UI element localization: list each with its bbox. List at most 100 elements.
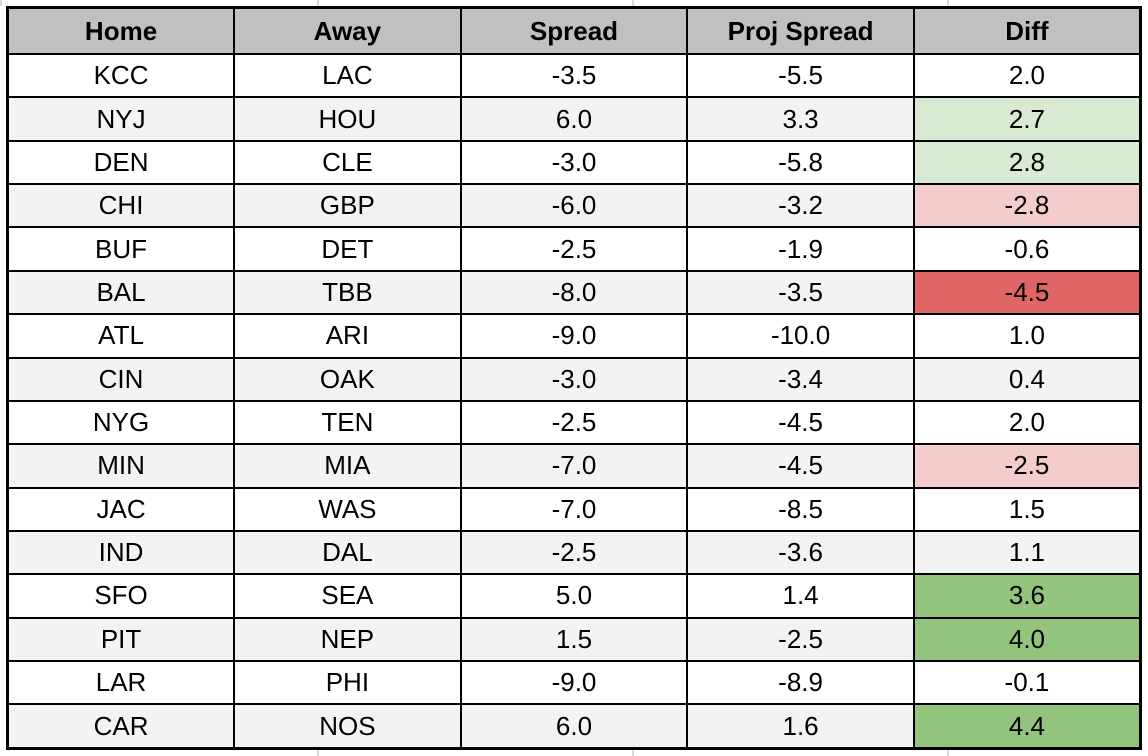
table-row: NYG TEN -2.5 -4.5 2.0 bbox=[6, 399, 1142, 446]
header-row: Home Away Spread Proj Spread Diff bbox=[6, 6, 1142, 55]
column-header-home: Home bbox=[6, 6, 236, 55]
spread-cell: -7.0 bbox=[459, 486, 689, 532]
proj_spread-cell: -5.5 bbox=[686, 52, 915, 99]
spread-cell: 1.5 bbox=[459, 616, 689, 663]
away-cell: HOU bbox=[233, 96, 462, 142]
home-cell: LAR bbox=[6, 660, 236, 706]
away-cell: DET bbox=[233, 226, 462, 272]
diff-cell: 4.0 bbox=[912, 616, 1142, 663]
gridline-tick bbox=[0, 0, 2, 6]
home-cell: IND bbox=[6, 529, 236, 576]
table-row: ATL ARI -9.0 -10.0 1.0 bbox=[6, 313, 1142, 359]
proj_spread-cell: -1.9 bbox=[686, 226, 915, 272]
diff-cell: -0.1 bbox=[912, 660, 1142, 706]
column-header-away: Away bbox=[233, 6, 462, 55]
away-cell: NOS bbox=[233, 703, 462, 750]
spread-cell: -2.5 bbox=[459, 399, 689, 446]
away-cell: OAK bbox=[233, 356, 462, 402]
proj_spread-cell: -3.4 bbox=[686, 356, 915, 402]
table-row: KCC LAC -3.5 -5.5 2.0 bbox=[6, 52, 1142, 99]
table-row: NYJ HOU 6.0 3.3 2.7 bbox=[6, 96, 1142, 142]
spread-cell: -9.0 bbox=[459, 313, 689, 359]
home-cell: CHI bbox=[6, 183, 236, 229]
spread-cell: 6.0 bbox=[459, 703, 689, 750]
spread-cell: -3.5 bbox=[459, 52, 689, 99]
spread-cell: -7.0 bbox=[459, 443, 689, 489]
table-row: BAL TBB -8.0 -3.5 -4.5 bbox=[6, 269, 1142, 316]
home-cell: BAL bbox=[6, 269, 236, 316]
home-cell: NYG bbox=[6, 399, 236, 446]
home-cell: CAR bbox=[6, 703, 236, 750]
proj_spread-cell: 1.6 bbox=[686, 703, 915, 750]
table-body: KCC LAC -3.5 -5.5 2.0 NYJ HOU 6.0 3.3 2.7 DEN CLE -3… bbox=[6, 52, 1142, 750]
diff-cell: 0.4 bbox=[912, 356, 1142, 402]
spread-cell: -3.0 bbox=[459, 356, 689, 402]
spread-cell: -3.0 bbox=[459, 139, 689, 186]
home-cell: NYJ bbox=[6, 96, 236, 142]
diff-cell: 2.8 bbox=[912, 139, 1142, 186]
away-cell: GBP bbox=[233, 183, 462, 229]
table-row: IND DAL -2.5 -3.6 1.1 bbox=[6, 529, 1142, 576]
diff-cell: 2.0 bbox=[912, 52, 1142, 99]
diff-cell: 2.0 bbox=[912, 399, 1142, 446]
diff-cell: -2.8 bbox=[912, 183, 1142, 229]
home-cell: KCC bbox=[6, 52, 236, 99]
table-row: PIT NEP 1.5 -2.5 4.0 bbox=[6, 616, 1142, 663]
table-header: Home Away Spread Proj Spread Diff bbox=[6, 6, 1142, 55]
away-cell: TBB bbox=[233, 269, 462, 316]
proj_spread-cell: -3.6 bbox=[686, 529, 915, 576]
table-row: CIN OAK -3.0 -3.4 0.4 bbox=[6, 356, 1142, 402]
proj_spread-cell: -10.0 bbox=[686, 313, 915, 359]
table-row: BUF DET -2.5 -1.9 -0.6 bbox=[6, 226, 1142, 272]
home-cell: SFO bbox=[6, 573, 236, 619]
home-cell: PIT bbox=[6, 616, 236, 663]
away-cell: LAC bbox=[233, 52, 462, 99]
proj_spread-cell: -5.8 bbox=[686, 139, 915, 186]
spread-cell: -9.0 bbox=[459, 660, 689, 706]
gridline-tick bbox=[317, 0, 319, 6]
diff-cell: 1.5 bbox=[912, 486, 1142, 532]
diff-cell: -0.6 bbox=[912, 226, 1142, 272]
diff-cell: -2.5 bbox=[912, 443, 1142, 489]
diff-cell: 4.4 bbox=[912, 703, 1142, 750]
proj_spread-cell: 3.3 bbox=[686, 96, 915, 142]
table-row: LAR PHI -9.0 -8.9 -0.1 bbox=[6, 660, 1142, 706]
table-row: DEN CLE -3.0 -5.8 2.8 bbox=[6, 139, 1142, 186]
home-cell: CIN bbox=[6, 356, 236, 402]
away-cell: PHI bbox=[233, 660, 462, 706]
spread-table: Home Away Spread Proj Spread Diff KCC LAC -3.5… bbox=[6, 6, 1142, 750]
spread-cell: -6.0 bbox=[459, 183, 689, 229]
column-header-diff: Diff bbox=[912, 6, 1142, 55]
diff-cell: 3.6 bbox=[912, 573, 1142, 619]
away-cell: TEN bbox=[233, 399, 462, 446]
column-header-proj_spread: Proj Spread bbox=[686, 6, 915, 55]
gridline-tick bbox=[632, 0, 634, 6]
proj_spread-cell: -3.2 bbox=[686, 183, 915, 229]
spread-cell: 6.0 bbox=[459, 96, 689, 142]
home-cell: BUF bbox=[6, 226, 236, 272]
away-cell: CLE bbox=[233, 139, 462, 186]
away-cell: MIA bbox=[233, 443, 462, 489]
table-row: CAR NOS 6.0 1.6 4.4 bbox=[6, 703, 1142, 750]
away-cell: WAS bbox=[233, 486, 462, 532]
spread-cell: 5.0 bbox=[459, 573, 689, 619]
home-cell: MIN bbox=[6, 443, 236, 489]
diff-cell: 1.0 bbox=[912, 313, 1142, 359]
proj_spread-cell: -4.5 bbox=[686, 443, 915, 489]
proj_spread-cell: -4.5 bbox=[686, 399, 915, 446]
diff-cell: 1.1 bbox=[912, 529, 1142, 576]
proj_spread-cell: -3.5 bbox=[686, 269, 915, 316]
home-cell: ATL bbox=[6, 313, 236, 359]
diff-cell: -4.5 bbox=[912, 269, 1142, 316]
table-row: JAC WAS -7.0 -8.5 1.5 bbox=[6, 486, 1142, 532]
spread-cell: -2.5 bbox=[459, 529, 689, 576]
away-cell: SEA bbox=[233, 573, 462, 619]
proj_spread-cell: -2.5 bbox=[686, 616, 915, 663]
column-header-spread: Spread bbox=[459, 6, 689, 55]
away-cell: NEP bbox=[233, 616, 462, 663]
proj_spread-cell: 1.4 bbox=[686, 573, 915, 619]
spread-cell: -8.0 bbox=[459, 269, 689, 316]
away-cell: DAL bbox=[233, 529, 462, 576]
proj_spread-cell: -8.5 bbox=[686, 486, 915, 532]
